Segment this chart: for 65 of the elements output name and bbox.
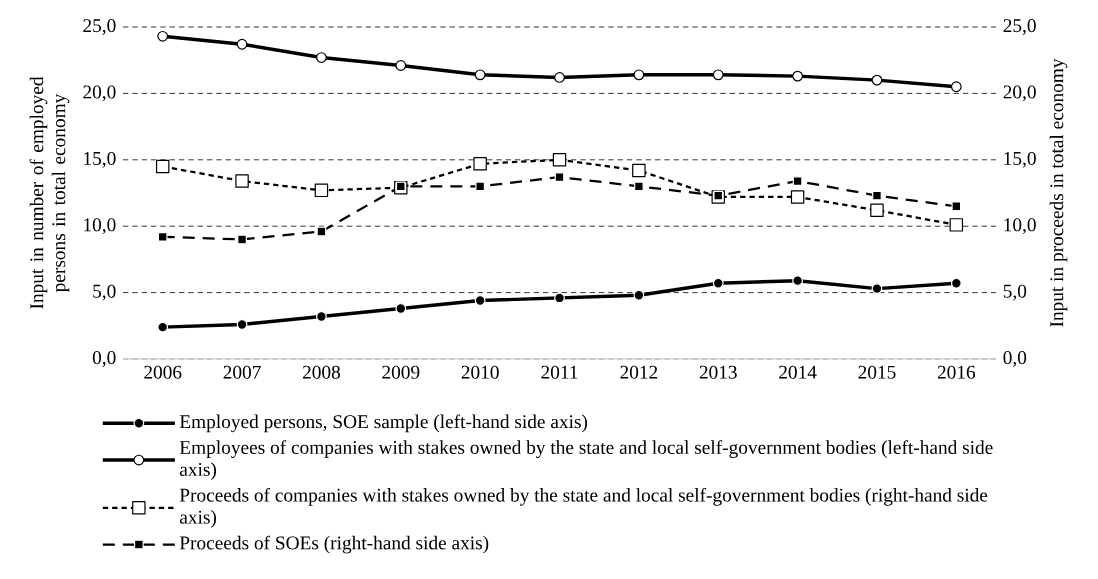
y-tick-label: 0,0 [92,351,116,367]
point [316,52,327,63]
x-tick-label: 2009 [382,365,420,379]
point [474,69,486,81]
y2-tick-label: 25,0 [1003,19,1036,35]
y2-tick-label: 5,0 [1003,284,1027,301]
y-tick-label: 10,0 [84,218,116,235]
point [236,38,248,50]
y2-tick-label: 20,0 [1003,85,1036,102]
point [554,72,565,83]
point [554,172,565,182]
y2-tick-label: 0,0 [1003,351,1027,367]
point [473,157,487,171]
point [792,275,803,287]
point [633,289,645,301]
y-tick-label: 5,0 [93,284,116,301]
x-tick-label: 2013 [699,365,737,379]
point [871,283,883,295]
x-tick-label: 2008 [302,365,341,379]
y-tick-label: 20,0 [83,85,116,102]
legend-label: Employed persons, SOE sample (left-hand side axis) [179,414,588,433]
point [235,174,249,188]
point [314,183,329,198]
point [395,60,407,71]
point [870,203,884,217]
x-tick-label: 2016 [937,365,976,379]
y-axis-title: Input in number of employed persons in total economy [29,76,70,309]
point [792,70,803,82]
point [474,295,486,306]
x-tick-label: 2012 [620,365,658,379]
point [237,234,247,245]
x-tick-label: 2006 [144,365,182,379]
legend-label: Employees of companies with stakes owned by the state and local self-government bodies (left-hand side axis) [179,440,993,480]
point [236,319,248,330]
point [790,190,805,204]
y2-axis-title: Input in proceeds in total economy [1049,58,1068,327]
point [712,277,724,289]
x-tick-label: 2015 [858,365,896,379]
point [395,303,407,314]
point [157,321,169,333]
point [871,74,883,86]
x-tick-label: 2010 [461,365,499,379]
point [634,181,644,192]
point [632,163,646,178]
legend-label: Proceeds of SOEs (right-hand side axis) [179,535,489,554]
point [872,190,882,201]
point [554,292,565,304]
x-tick-label: 2011 [541,365,578,379]
point [552,153,567,167]
point [157,30,169,42]
point [950,81,962,93]
point [155,159,170,174]
point [950,277,962,289]
x-tick-label: 2014 [779,365,817,379]
point [633,69,645,81]
y-tick-label: 15,0 [84,151,116,168]
point [949,218,964,232]
point [316,311,327,322]
y-tick-label: 25,0 [83,19,116,35]
y2-tick-label: 10,0 [1004,218,1036,235]
point [792,176,803,186]
y2-tick-label: 15,0 [1004,151,1036,168]
x-tick-label: 2007 [223,365,261,379]
point [712,69,724,81]
legend-label: Proceeds of companies with stakes owned by the state and local self-government bodies (right-hand side axis) [179,487,988,528]
